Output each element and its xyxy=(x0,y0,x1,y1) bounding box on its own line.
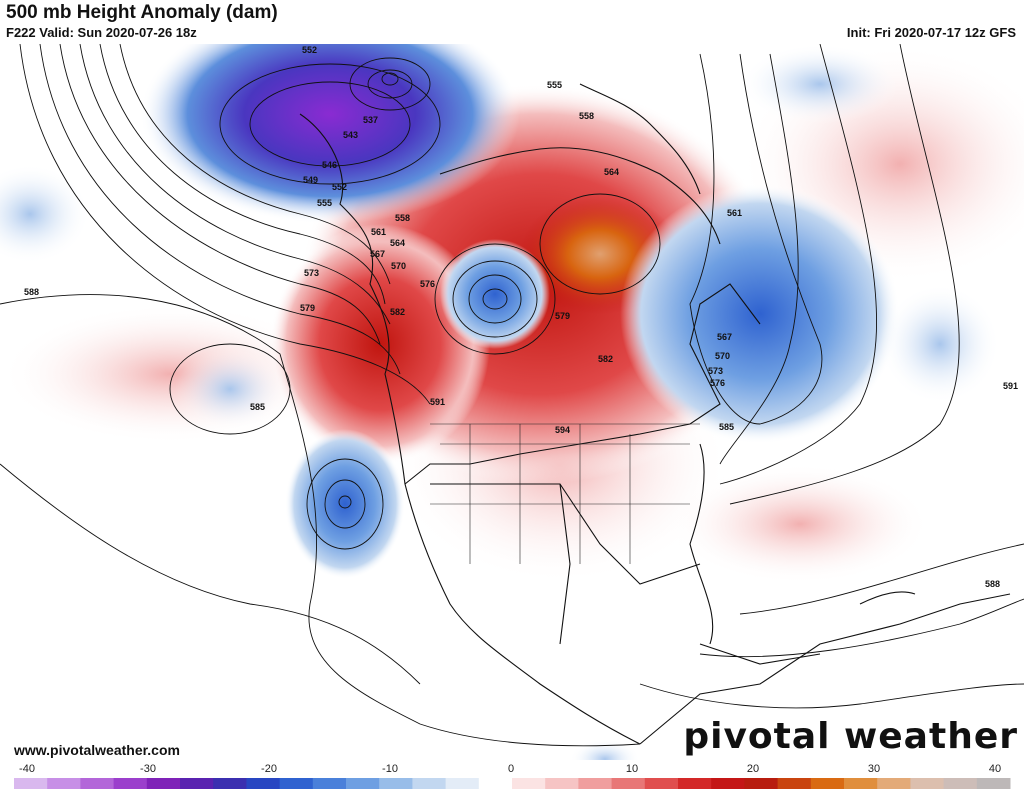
colorbar-tick: -40 xyxy=(19,763,35,775)
contour-label: 558 xyxy=(395,213,410,223)
colorbar-tick: 20 xyxy=(747,763,759,775)
colorbar-swatch xyxy=(346,778,380,789)
contour-label: 573 xyxy=(708,366,723,376)
contour-label: 579 xyxy=(300,303,315,313)
contour-label: 558 xyxy=(579,111,594,121)
colorbar-swatch xyxy=(877,778,911,789)
contour-label: 549 xyxy=(303,175,318,185)
contour-labels: 552 537 543 546 549 552 555 558 561 564 … xyxy=(24,45,1018,589)
colorbar-swatch xyxy=(478,778,513,789)
contour-label: 594 xyxy=(555,425,570,435)
contour-label: 585 xyxy=(719,422,734,432)
colorbar-swatch xyxy=(943,778,978,789)
colorbar-swatch xyxy=(146,778,181,789)
state-borders xyxy=(430,423,700,564)
contour-label: 588 xyxy=(985,579,1000,589)
contour-label: 576 xyxy=(420,279,435,289)
colorbar-swatch xyxy=(611,778,646,789)
colorbar-swatch xyxy=(246,778,281,789)
valid-time: F222 Valid: Sun 2020-07-26 18z xyxy=(6,25,197,40)
colorbar-swatch xyxy=(578,778,613,789)
colorbar-ticks: -40 -30 -20 -10 0 10 20 30 40 xyxy=(19,763,1001,775)
contour-label: 591 xyxy=(430,397,445,407)
contour-label: 579 xyxy=(555,311,570,321)
contour-label: 543 xyxy=(343,130,358,140)
contour-label: 576 xyxy=(710,378,725,388)
contour-label: 564 xyxy=(390,238,405,248)
colorbar-tick: 30 xyxy=(868,763,880,775)
colorbar-swatch xyxy=(379,778,413,789)
contour-label: 555 xyxy=(317,198,332,208)
header-bar: 500 mb Height Anomaly (dam) F222 Valid: … xyxy=(0,0,1024,44)
contour-label: 591 xyxy=(1003,381,1018,391)
colorbar-swatch xyxy=(80,778,115,789)
colorbar-swatch xyxy=(213,778,247,789)
colorbar-swatch xyxy=(844,778,878,789)
contour-label: 573 xyxy=(304,268,319,278)
colorbar-swatch xyxy=(14,778,48,789)
colorbar-tick: -10 xyxy=(382,763,398,775)
height-contours xyxy=(0,44,1024,747)
anomaly-map: 552 537 543 546 549 552 555 558 561 564 … xyxy=(0,44,1024,760)
colorbar-swatch xyxy=(744,778,779,789)
colorbar-swatch xyxy=(545,778,579,789)
chart-title: 500 mb Height Anomaly (dam) xyxy=(6,2,278,23)
colorbar: -40 -30 -20 -10 0 10 20 30 40 xyxy=(0,760,1024,791)
contour-label: 582 xyxy=(390,307,405,317)
contour-label: 567 xyxy=(717,332,732,342)
contour-label: 546 xyxy=(322,160,337,170)
coastlines xyxy=(299,83,1011,745)
contour-label: 567 xyxy=(370,249,385,259)
init-time: Init: Fri 2020-07-17 12z GFS xyxy=(846,25,1016,40)
colorbar-swatch xyxy=(279,778,314,789)
colorbar-swatch xyxy=(312,778,347,789)
contour-label: 585 xyxy=(250,402,265,412)
contour-label: 570 xyxy=(391,261,406,271)
contour-label: 552 xyxy=(302,45,317,55)
colorbar-swatches xyxy=(14,778,1011,789)
colorbar-tick: 0 xyxy=(508,763,514,775)
contour-label: 588 xyxy=(24,287,39,297)
colorbar-swatch xyxy=(47,778,81,789)
colorbar-swatch xyxy=(711,778,745,789)
colorbar-swatch xyxy=(113,778,148,789)
colorbar-swatch xyxy=(678,778,712,789)
colorbar-tick: 10 xyxy=(626,763,638,775)
colorbar-tick: -20 xyxy=(261,763,277,775)
colorbar-swatch xyxy=(777,778,812,789)
colorbar-swatch xyxy=(644,778,679,789)
colorbar-swatch xyxy=(512,778,546,789)
contour-label: 552 xyxy=(332,182,347,192)
colorbar-swatch xyxy=(810,778,845,789)
colorbar-swatch xyxy=(445,778,480,789)
contour-label: 570 xyxy=(715,351,730,361)
colorbar-swatch xyxy=(910,778,945,789)
contour-label: 561 xyxy=(371,227,386,237)
contour-label: 582 xyxy=(598,354,613,364)
map-canvas: 552 537 543 546 549 552 555 558 561 564 … xyxy=(0,44,1024,760)
colorbar-canvas: -40 -30 -20 -10 0 10 20 30 40 xyxy=(14,763,1011,789)
colorbar-tick: 40 xyxy=(989,763,1001,775)
site-url: www.pivotalweather.com xyxy=(14,742,180,758)
colorbar-swatch xyxy=(180,778,214,789)
colorbar-swatch xyxy=(412,778,447,789)
colorbar-tick: -30 xyxy=(140,763,156,775)
brand-logo: pivotal weather xyxy=(683,716,1018,757)
anomaly-shading xyxy=(0,44,1024,760)
contour-label: 537 xyxy=(363,115,378,125)
contour-label: 564 xyxy=(604,167,619,177)
contour-label: 561 xyxy=(727,208,742,218)
contour-label: 555 xyxy=(547,80,562,90)
colorbar-swatch xyxy=(976,778,1011,789)
